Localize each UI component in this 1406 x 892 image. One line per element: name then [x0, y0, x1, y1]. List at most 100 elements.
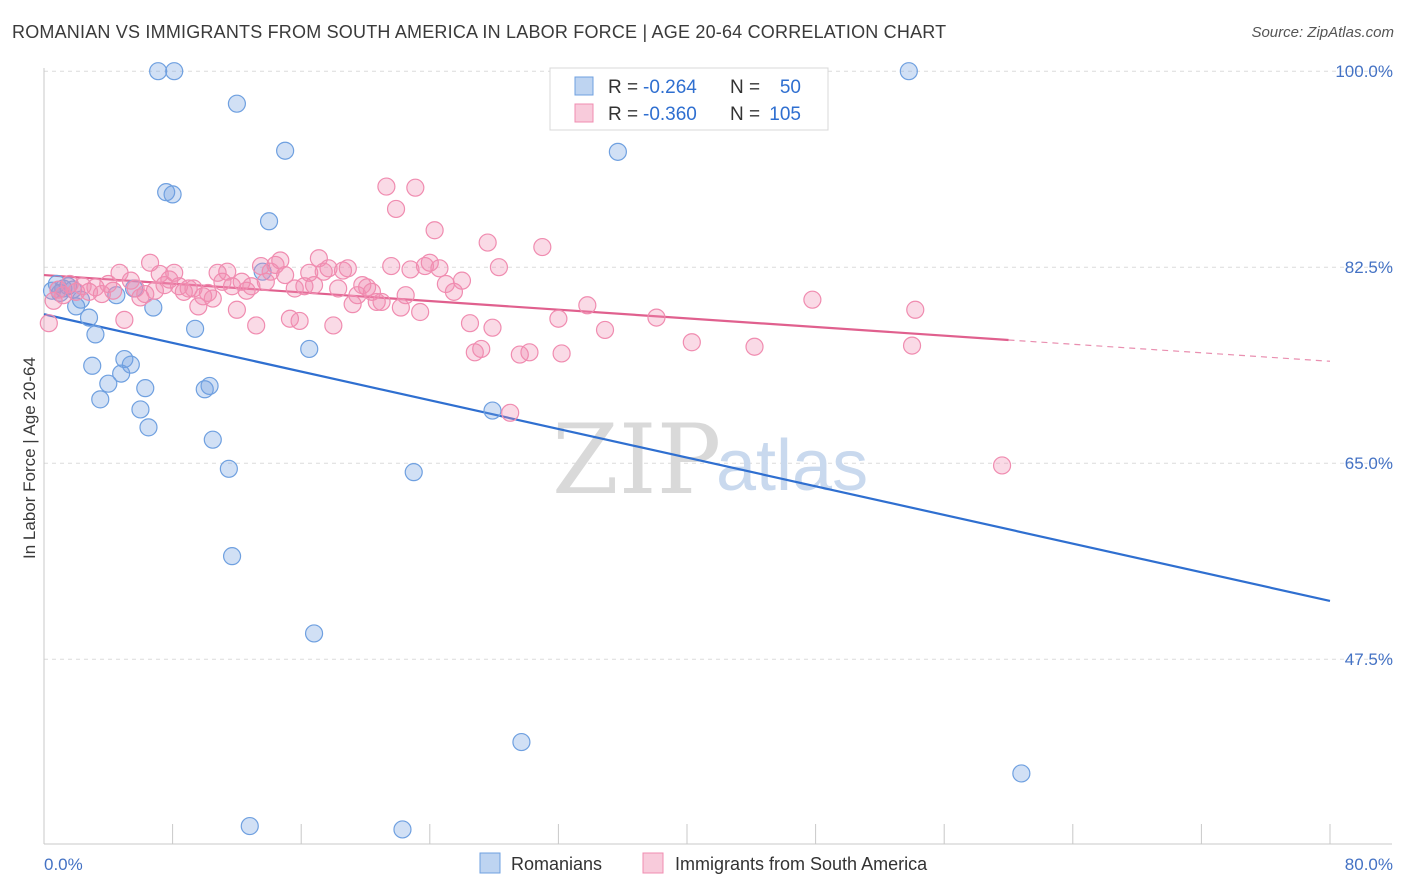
romanians-point-40	[404, 463, 423, 482]
immigrants-point-78	[430, 259, 449, 278]
immigrants-point-97	[682, 333, 701, 352]
immigrants-point-100	[902, 336, 922, 355]
immigrants-point-56	[324, 316, 343, 335]
tick-labels: 47.5% 65.0% 82.5% 100.0% 0.0% 80.0%	[44, 62, 1393, 874]
trend-line-1	[43, 273, 1009, 342]
immigrants-point-74	[411, 302, 430, 322]
immigrants-point-35	[222, 277, 242, 296]
trend-line-0	[43, 313, 1331, 603]
bottom-legend-label-immigrants: Immigrants from South America	[675, 854, 928, 874]
romanians-point-43	[608, 142, 627, 161]
immigrants-point-0	[39, 314, 58, 333]
romanians-point-10	[86, 325, 105, 344]
romanians-point-33	[240, 816, 259, 836]
immigrants-point-11	[104, 281, 123, 300]
immigrants-point-99	[803, 290, 822, 309]
immigrants-point-49	[290, 311, 309, 331]
romanians-point-20	[139, 418, 158, 437]
x-tick-label-0: 0.0%	[44, 855, 83, 874]
immigrants-point-93	[552, 344, 571, 363]
immigrants-point-45	[271, 251, 290, 270]
romanians-point-39	[393, 820, 412, 839]
immigrants-point-91	[533, 237, 552, 257]
legend-r-label-0: R =	[608, 77, 638, 98]
romanians-point-29	[203, 430, 222, 449]
x-tick-label-1: 80.0%	[1345, 855, 1393, 874]
legend-r-label-1: R =	[608, 104, 638, 125]
immigrants-point-66	[372, 292, 391, 312]
romanians-point-25	[165, 62, 184, 81]
immigrants-point-95	[595, 320, 615, 340]
immigrants-point-94	[578, 296, 597, 315]
romanians-point-27	[195, 380, 214, 399]
y-tick-label-3: 100.0%	[1335, 62, 1393, 81]
immigrants-point-40	[247, 316, 266, 335]
immigrants-point-2	[49, 280, 68, 299]
romanians-point-18	[131, 400, 150, 419]
immigrants-point-72	[401, 260, 420, 279]
romanians-point-37	[300, 339, 319, 359]
y-tick-label-2: 82.5%	[1345, 258, 1393, 277]
source-label: Source: ZipAtlas.com	[1251, 24, 1394, 41]
bottom-legend-label-romanians: Romanians	[511, 854, 602, 874]
immigrants-point-98	[745, 337, 764, 356]
romanians-point-19	[136, 379, 155, 398]
romanians-point-36	[276, 141, 295, 160]
y-tick-label-0: 47.5%	[1345, 650, 1393, 669]
legend-swatch-immigrants	[574, 103, 594, 123]
legend-n-label-1: N =	[730, 104, 760, 125]
immigrants-point-73	[406, 178, 425, 197]
immigrants-point-1	[44, 291, 63, 310]
immigrants-point-81	[452, 271, 472, 290]
immigrants-point-30	[198, 283, 218, 303]
legend-swatch-romanians	[574, 76, 594, 96]
immigrants-point-32	[208, 263, 227, 282]
romanians-point-28	[200, 376, 219, 396]
immigrants-point-37	[232, 272, 251, 291]
immigrants-point-101	[906, 300, 925, 319]
immigrants-point-54	[314, 262, 333, 281]
romanians-point-9	[83, 356, 102, 375]
immigrants-point-65	[367, 292, 386, 312]
immigrants-point-68	[382, 256, 401, 276]
axes	[43, 68, 1392, 845]
romanians-point-24	[163, 185, 182, 204]
immigrants-point-102	[992, 456, 1012, 475]
immigrants-point-75	[415, 256, 435, 276]
legend-r-value-0: -0.264	[643, 77, 697, 98]
bottom-legend: Romanians Immigrants from South America	[479, 852, 928, 874]
immigrants-point-85	[478, 233, 497, 252]
romanians-point-26	[186, 319, 205, 338]
immigrants-point-76	[420, 253, 439, 272]
watermark: ZIP atlas	[552, 404, 868, 516]
immigrants-point-9	[92, 284, 111, 304]
immigrants-point-28	[189, 297, 208, 316]
immigrants-point-58	[333, 261, 353, 280]
immigrants-point-17	[136, 284, 155, 304]
immigrants-point-23	[165, 263, 184, 282]
immigrants-point-20	[150, 264, 169, 284]
immigrants-point-36	[227, 300, 246, 319]
romanians-point-31	[222, 547, 242, 566]
immigrants-point-21	[155, 276, 174, 295]
romanians-point-45	[1012, 764, 1031, 783]
immigrants-point-77	[425, 221, 444, 240]
legend-r-value-1: -0.360	[643, 104, 697, 125]
romanians-point-32	[227, 94, 246, 113]
immigrants-point-59	[338, 259, 357, 278]
romanians-point-12	[99, 374, 118, 393]
immigrants-point-50	[295, 277, 314, 296]
immigrants-point-31	[203, 289, 222, 308]
grid-lines	[44, 70, 1392, 660]
trend-line-dashed-1	[1008, 339, 1331, 362]
immigrants-point-69	[386, 199, 406, 219]
immigrants-point-55	[319, 259, 338, 278]
immigrants-point-87	[489, 258, 509, 277]
immigrants-point-84	[472, 339, 491, 359]
immigrants-point-90	[520, 343, 539, 362]
immigrants-point-88	[501, 403, 520, 422]
immigrants-point-52	[304, 276, 324, 295]
legend-n-value-0: 50	[780, 77, 801, 98]
immigrants-point-96	[647, 308, 666, 327]
